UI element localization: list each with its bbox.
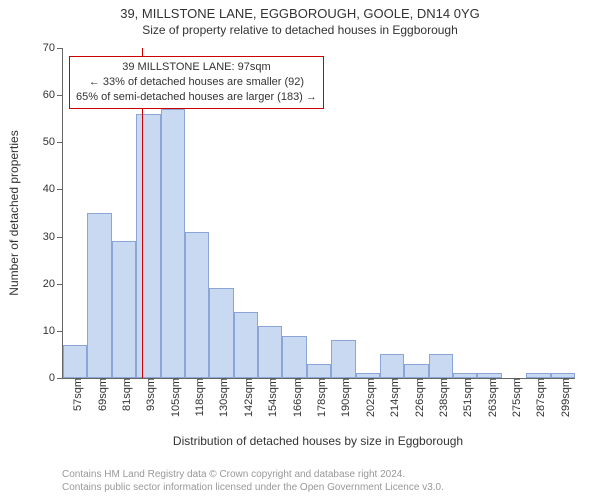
y-tick-label: 0 [49,372,63,384]
x-tick-label: 142sqm [237,378,255,417]
x-tick-label: 93sqm [139,378,157,411]
x-tick-label: 287sqm [529,378,547,417]
x-tick-label: 69sqm [91,378,109,411]
histogram-bar [307,364,331,378]
y-tick-label: 60 [43,89,63,101]
x-tick-label: 178sqm [310,378,328,417]
histogram-bar [258,326,282,378]
y-tick-label: 10 [43,325,63,337]
x-tick-label: 57sqm [66,378,84,411]
y-tick-label: 20 [43,278,63,290]
annotation-line-1: 39 MILLSTONE LANE: 97sqm [76,60,317,75]
x-tick-label: 226sqm [408,378,426,417]
histogram-bar [209,288,233,378]
y-tick-label: 70 [43,42,63,54]
x-tick-label: 105sqm [164,378,182,417]
y-axis-label: Number of detached properties [7,130,21,295]
annotation-box: 39 MILLSTONE LANE: 97sqm← 33% of detache… [69,56,324,109]
x-tick-label: 202sqm [359,378,377,417]
plot-area: 01020304050607057sqm69sqm81sqm93sqm105sq… [62,48,575,379]
histogram-bar [63,345,87,378]
histogram-bar [429,354,453,378]
attribution: Contains HM Land Registry data © Crown c… [62,468,444,494]
histogram-bar [112,241,136,378]
histogram-chart: 0 10 20 30 40 50 60 70 57sqm 69sqm 81sqm 93sqm 105sq… [0,0,600,500]
attribution-line-2: Contains public sector information licen… [62,481,444,494]
y-tick-label: 50 [43,136,63,148]
x-tick-label: 214sqm [383,378,401,417]
x-tick-label: 118sqm [188,378,206,416]
annotation-line-3: 65% of semi-detached houses are larger (… [76,90,317,105]
annotation-line-2: ← 33% of detached houses are smaller (92… [76,75,317,90]
x-tick-label: 166sqm [286,378,304,417]
histogram-bar [234,312,258,378]
histogram-bar [185,232,209,378]
x-tick-label: 263sqm [481,378,499,417]
histogram-bar [380,354,404,378]
x-axis-label: Distribution of detached houses by size … [62,434,574,448]
x-tick-label: 238sqm [432,378,450,417]
y-tick-label: 40 [43,183,63,195]
histogram-bar [404,364,428,378]
histogram-bar [331,340,355,378]
y-tick-label: 30 [43,231,63,243]
x-tick-label: 130sqm [212,378,230,417]
attribution-line-1: Contains HM Land Registry data © Crown c… [62,468,444,481]
x-tick-label: 251sqm [456,378,474,417]
x-tick-label: 81sqm [115,378,133,411]
histogram-bar [161,109,185,378]
x-tick-label: 154sqm [261,378,279,417]
x-tick-label: 299sqm [554,378,572,417]
x-tick-label: 275sqm [505,378,523,417]
histogram-bar [136,114,160,378]
histogram-bar [87,213,111,378]
histogram-bar [282,336,306,378]
x-tick-label: 190sqm [334,378,352,417]
